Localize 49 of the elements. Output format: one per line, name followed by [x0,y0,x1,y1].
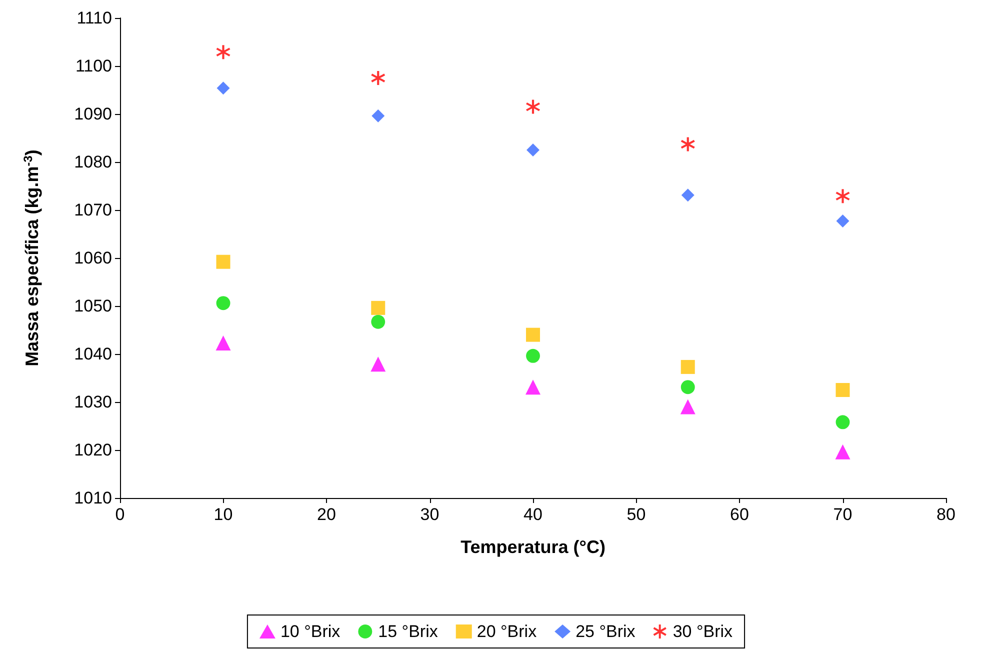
y-tick-label: 1090 [74,104,112,124]
y-tick-label: 1110 [76,8,112,28]
legend-label: 30 °Brix [672,622,734,641]
point [216,254,230,269]
x-axis-title: Temperatura (°C) [460,537,606,557]
point [216,296,230,310]
x-tick-label: 50 [626,505,646,524]
point [216,82,230,95]
point [370,356,386,372]
legend-label: 25 °Brix [576,622,636,641]
y-axis-title: Massa específica (kg.m-3) [21,150,42,366]
legend-label: 20 °Brix [476,622,538,641]
point [526,380,540,395]
x-tick-label: 0 [115,505,125,524]
y-tick-label: 1030 [74,392,112,412]
point [835,444,850,460]
x-tick-label: 60 [730,505,749,524]
y-tick-label: 1080 [74,152,112,172]
point [216,335,231,350]
y-tick-label: 1050 [74,296,112,316]
point [836,415,850,430]
point [680,380,695,394]
y-tick-label: 1010 [74,488,112,508]
x-tick-label: 30 [420,505,440,524]
point [371,314,386,329]
point [526,144,540,156]
legend-label: 10 °Brix [280,622,341,641]
point [526,328,540,342]
y-tick-label: 1070 [74,200,112,220]
point [836,383,850,397]
point [526,348,540,363]
x-tick-label: 10 [214,505,233,524]
point [836,189,850,204]
point [680,399,696,414]
y-tick-label: 1040 [74,344,112,364]
x-tick-label: 20 [317,505,336,524]
point [680,360,695,374]
point [216,45,230,60]
point [371,300,386,315]
x-tick-label: 40 [524,505,542,524]
x-tick-label: 80 [936,505,956,524]
point [372,109,385,122]
point [681,188,694,202]
y-tick-label: 1060 [74,248,112,268]
x-tick-label: 70 [833,505,852,524]
point [836,214,850,228]
y-tick-label: 1020 [74,440,112,460]
legend-label: 15 °Brix [378,622,438,641]
y-tick-label: 1100 [75,56,112,76]
